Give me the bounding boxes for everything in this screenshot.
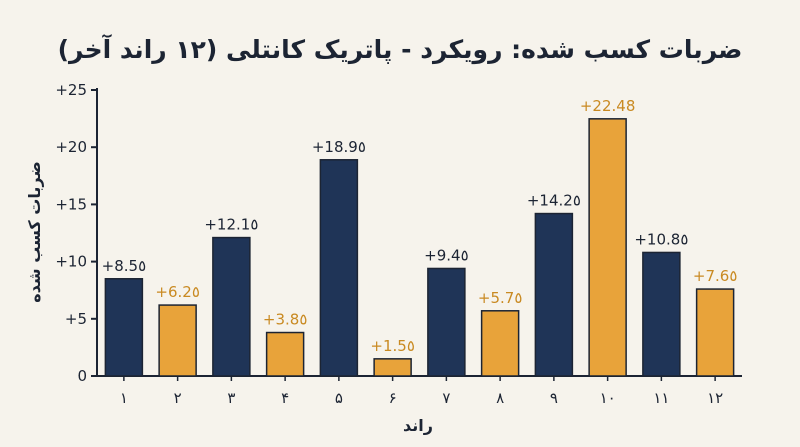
data-labels: +8.5٥ +6.2٥ +12.1٥ +3.8٥ +18.9٥ +1.5٥ +9.4٥ +5.… — [102, 97, 738, 355]
x-tick-label: ۹ — [550, 389, 558, 407]
bar — [695, 288, 735, 377]
x-tick-label: ۷ — [442, 389, 450, 407]
bar — [212, 236, 251, 377]
bar-value-label: +5.7٥ — [478, 289, 523, 307]
bar — [104, 278, 144, 377]
x-tick-label: ۶ — [389, 389, 397, 407]
x-tick-label: ۸ — [496, 389, 504, 407]
bar — [373, 358, 412, 377]
x-tick-label: ۱۰ — [600, 389, 616, 407]
bar — [588, 118, 627, 377]
bar-value-label: +8.5٥ — [102, 257, 147, 275]
x-tick-label: ۴ — [281, 389, 289, 407]
bar-value-label: +3.8٥ — [263, 311, 308, 329]
x-tick-label: ۱ — [120, 389, 128, 407]
bar-value-label: +12.1٥ — [204, 216, 258, 234]
bar — [265, 331, 305, 377]
bar — [319, 159, 359, 377]
x-tick-label: ۵ — [335, 389, 343, 407]
bar-value-label: +22.48 — [580, 97, 636, 115]
bar — [642, 251, 681, 377]
y-tick-label: 0 — [77, 367, 87, 385]
bar-value-label: +6.2٥ — [155, 283, 200, 301]
bars — [104, 118, 735, 377]
bar-value-label: +7.6٥ — [693, 267, 738, 285]
bar-value-label: +1.5٥ — [370, 337, 415, 355]
x-tick-label: ۳ — [227, 389, 235, 407]
chart-title: ضربات کسب شده: رویکرد - پاتریک کانتلی (۱… — [58, 34, 743, 65]
bar — [534, 212, 574, 377]
y-tick-label: +20 — [55, 138, 87, 156]
bar — [480, 310, 520, 377]
y-tick-label: +15 — [55, 195, 87, 213]
y-tick-label: +25 — [55, 81, 87, 99]
y-tick-label: +5 — [65, 310, 87, 328]
x-tick-label: ۲ — [174, 389, 182, 407]
axes — [91, 88, 742, 381]
x-axis-label: راند — [403, 416, 433, 435]
bar — [158, 304, 197, 377]
bar-value-label: +9.4٥ — [424, 246, 469, 264]
y-axis-label: ضربات کسب شده — [25, 161, 44, 303]
bar — [427, 267, 466, 377]
x-tick-label: ۱۲ — [707, 389, 723, 407]
bar-value-label: +14.2٥ — [527, 192, 581, 210]
x-tick-label: ۱۱ — [653, 389, 669, 407]
y-tick-label: +10 — [55, 253, 87, 271]
tick-labels: 0+5+10+15+20+25۱ ۲ ۳ ۴ ۵ ۶ ۷ ۸ ۹ ۱۰ ۱۱ ۱۲ — [55, 81, 723, 407]
bar-value-label: +18.9٥ — [312, 138, 366, 156]
bar-value-label: +10.8٥ — [634, 230, 688, 248]
